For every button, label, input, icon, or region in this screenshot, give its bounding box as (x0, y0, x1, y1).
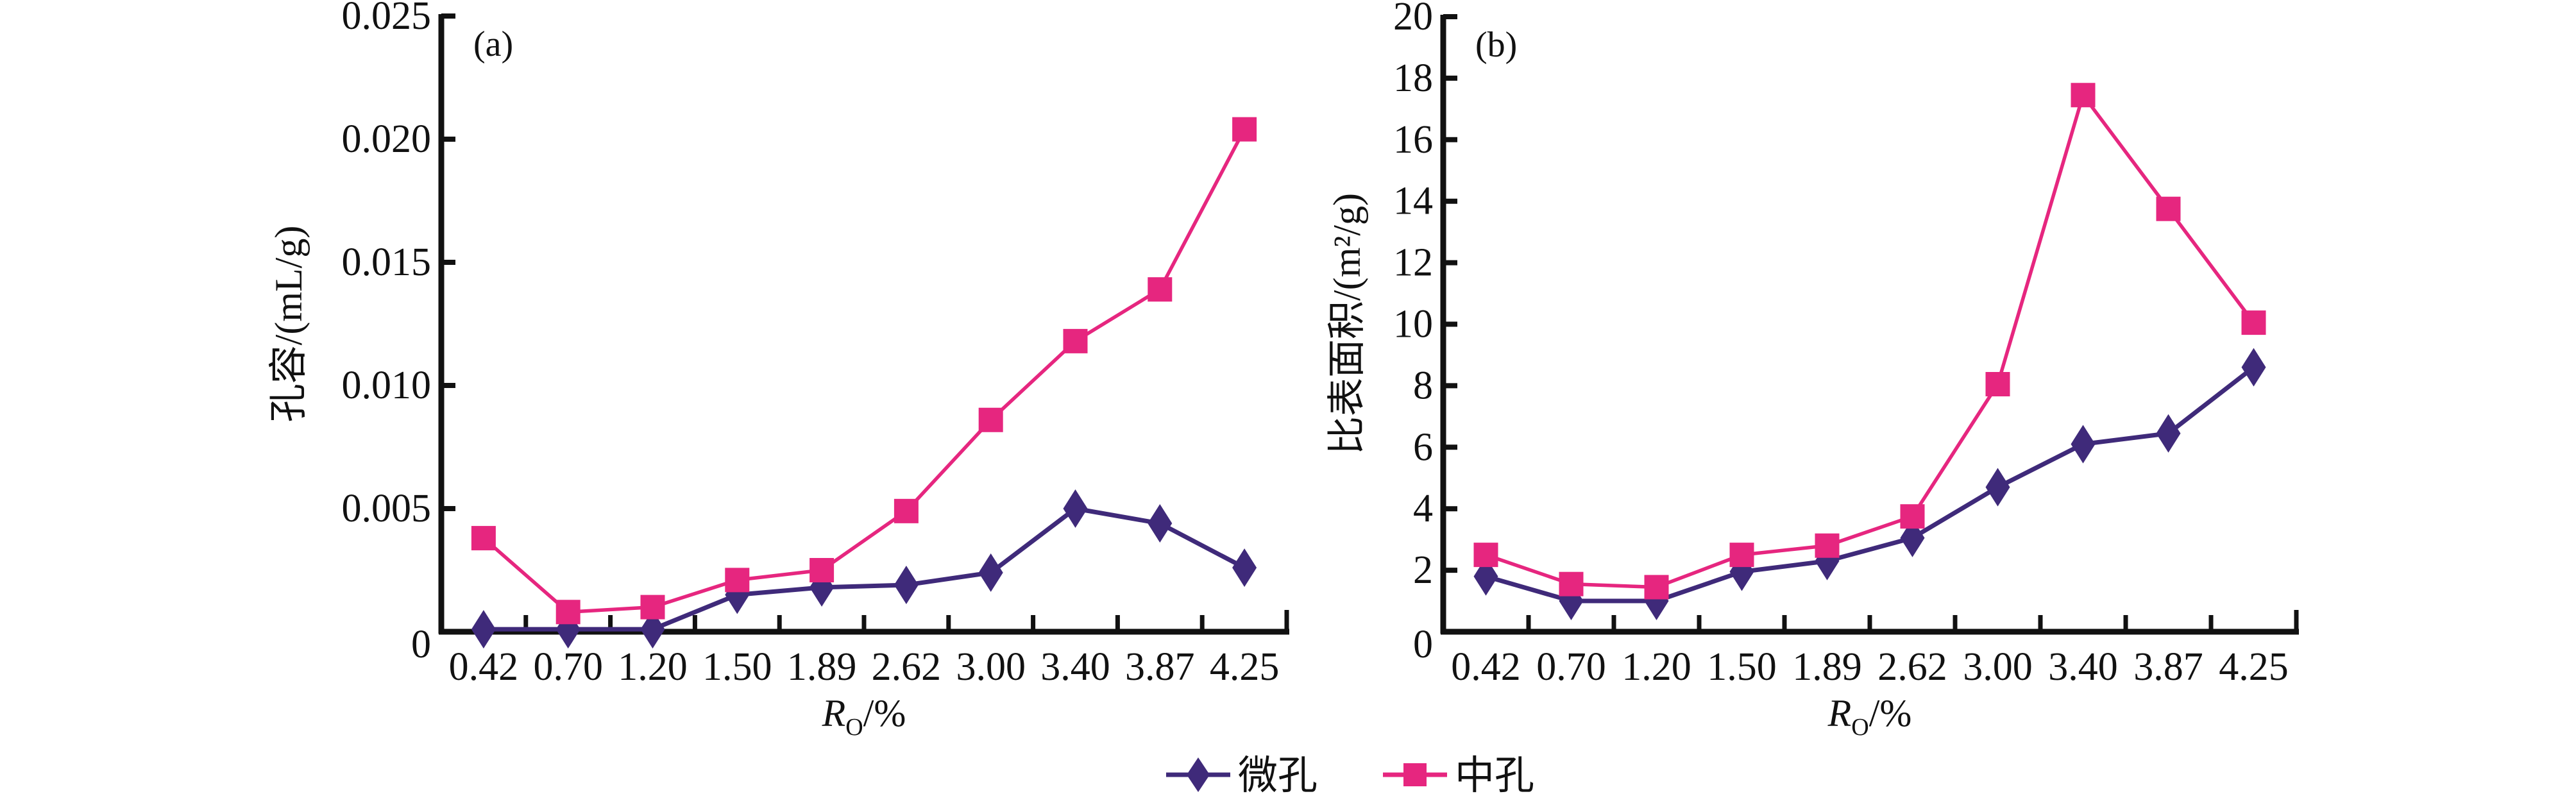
data-point-diamond (1985, 468, 2010, 507)
data-point-square (2156, 196, 2181, 221)
panel-a-pore-volume: 0 0.005 0.010 0.015 0.020 0.025 0.42 0.70 1.20 1.… (267, 0, 1289, 741)
x-axis-title-unit: /% (1869, 692, 1912, 734)
data-point-square (1644, 575, 1669, 600)
data-point-square (1559, 571, 1584, 596)
x-tick-label: 4.25 (1210, 645, 1280, 689)
legend-item-micropore: 微孔 (1166, 752, 1318, 794)
data-point-square (1985, 372, 2010, 397)
data-point-diamond (471, 610, 496, 649)
y-tick-label: 0.010 (342, 364, 432, 407)
x-tick-label: 2.62 (1877, 645, 1947, 689)
y-tick-label: 18 (1393, 56, 1433, 100)
x-tick-label: 1.89 (1792, 645, 1862, 689)
data-point-diamond (2156, 414, 2181, 453)
data-point-square (2071, 83, 2096, 108)
x-tick-label: 3.00 (956, 645, 1026, 689)
data-point-diamond (978, 553, 1003, 592)
y-tick-label: 6 (1413, 425, 1433, 469)
x-axis-title-unit: /% (863, 692, 906, 734)
series-line (483, 506, 1246, 632)
y-axis-title: 比表面积/(m²/g) (1326, 193, 1368, 455)
y-axis-title: 孔容/(mL/g) (267, 226, 310, 423)
data-point-square (894, 498, 919, 523)
series-line (1485, 93, 2255, 589)
x-axis-title: RO/% (1827, 692, 1912, 741)
panel-b-specific-surface-area: 0 2 4 6 8 10 12 14 16 18 20 0.42 0.70 1.20 1.50 1.89 2.6… (1326, 0, 2299, 741)
legend: 微孔 中孔 (1166, 752, 1534, 794)
series-line (1485, 365, 2255, 604)
legend-label: 中孔 (1455, 752, 1534, 794)
data-point-diamond (2071, 425, 2096, 464)
x-tick-label: 4.25 (2219, 645, 2289, 689)
x-tick-label: 0.42 (1451, 645, 1521, 689)
y-tick-label: 0 (1413, 623, 1433, 666)
y-tick-label: 0 (411, 623, 431, 666)
x-tick-label: 1.89 (787, 645, 857, 689)
legend-diamond-icon (1187, 757, 1210, 792)
y-tick-label: 0.005 (342, 487, 432, 530)
series-mesopore (1473, 83, 2266, 600)
legend-label: 微孔 (1238, 752, 1318, 794)
data-point-square (555, 600, 580, 625)
data-point-diamond (1063, 489, 1088, 528)
data-point-square (1815, 533, 1840, 558)
y-tick-label: 8 (1413, 364, 1433, 407)
data-point-square (725, 568, 750, 593)
x-tick-label: 1.20 (1622, 645, 1691, 689)
panel-label: (b) (1475, 25, 1517, 65)
x-tick-label: 3.00 (1963, 645, 2033, 689)
x-tick-label: 0.70 (533, 645, 603, 689)
y-tick-label: 0.015 (342, 241, 432, 284)
x-tick-label: 0.42 (449, 645, 519, 689)
data-point-diamond (640, 610, 665, 649)
x-tick-label: 0.70 (1536, 645, 1606, 689)
series-micropore (1473, 348, 2266, 621)
y-tick-label: 16 (1393, 118, 1433, 162)
data-point-square (978, 407, 1003, 432)
panel-label: (a) (473, 24, 513, 64)
data-point-diamond (1232, 548, 1257, 587)
x-tick-label: 3.40 (1040, 645, 1110, 689)
y-tick-label: 0.020 (342, 117, 432, 161)
x-tick-label: 1.50 (702, 645, 772, 689)
data-point-diamond (1148, 504, 1173, 543)
y-tick-label: 10 (1393, 303, 1433, 346)
data-point-square (1729, 543, 1754, 568)
x-tick-label: 3.40 (2048, 645, 2118, 689)
y-tick-label: 20 (1393, 0, 1433, 38)
series-mesopore (471, 117, 1257, 625)
legend-item-mesopore: 中孔 (1383, 752, 1534, 794)
data-point-square (1232, 117, 1257, 142)
data-point-square (1063, 328, 1088, 353)
data-point-square (1473, 543, 1498, 568)
data-point-square (1900, 504, 1925, 529)
data-point-square (809, 558, 835, 582)
data-point-diamond (894, 566, 919, 605)
data-point-square (2241, 310, 2266, 335)
data-point-square (640, 595, 665, 620)
y-tick-label: 4 (1413, 487, 1433, 530)
x-axis-title-main: R (822, 692, 846, 734)
x-tick-label: 3.87 (1125, 645, 1195, 689)
y-tick-label: 2 (1413, 548, 1433, 592)
series-line (482, 128, 1246, 614)
data-point-diamond (2241, 348, 2266, 387)
x-axis-title-subscript: O (845, 714, 863, 741)
x-tick-label: 1.20 (618, 645, 688, 689)
y-tick-label: 12 (1393, 241, 1433, 285)
data-point-square (1148, 277, 1173, 302)
series-micropore (471, 489, 1257, 649)
y-tick-label: 14 (1393, 180, 1433, 223)
x-tick-label: 2.62 (872, 645, 942, 689)
legend-square-icon (1403, 763, 1427, 786)
x-tick-label: 3.87 (2133, 645, 2203, 689)
x-axis-title-main: R (1827, 692, 1852, 734)
data-point-square (471, 526, 496, 551)
x-axis-title-subscript: O (1851, 714, 1868, 741)
x-axis-title: RO/% (822, 692, 906, 741)
x-tick-label: 1.50 (1707, 645, 1777, 689)
y-tick-label: 0.025 (342, 0, 432, 38)
